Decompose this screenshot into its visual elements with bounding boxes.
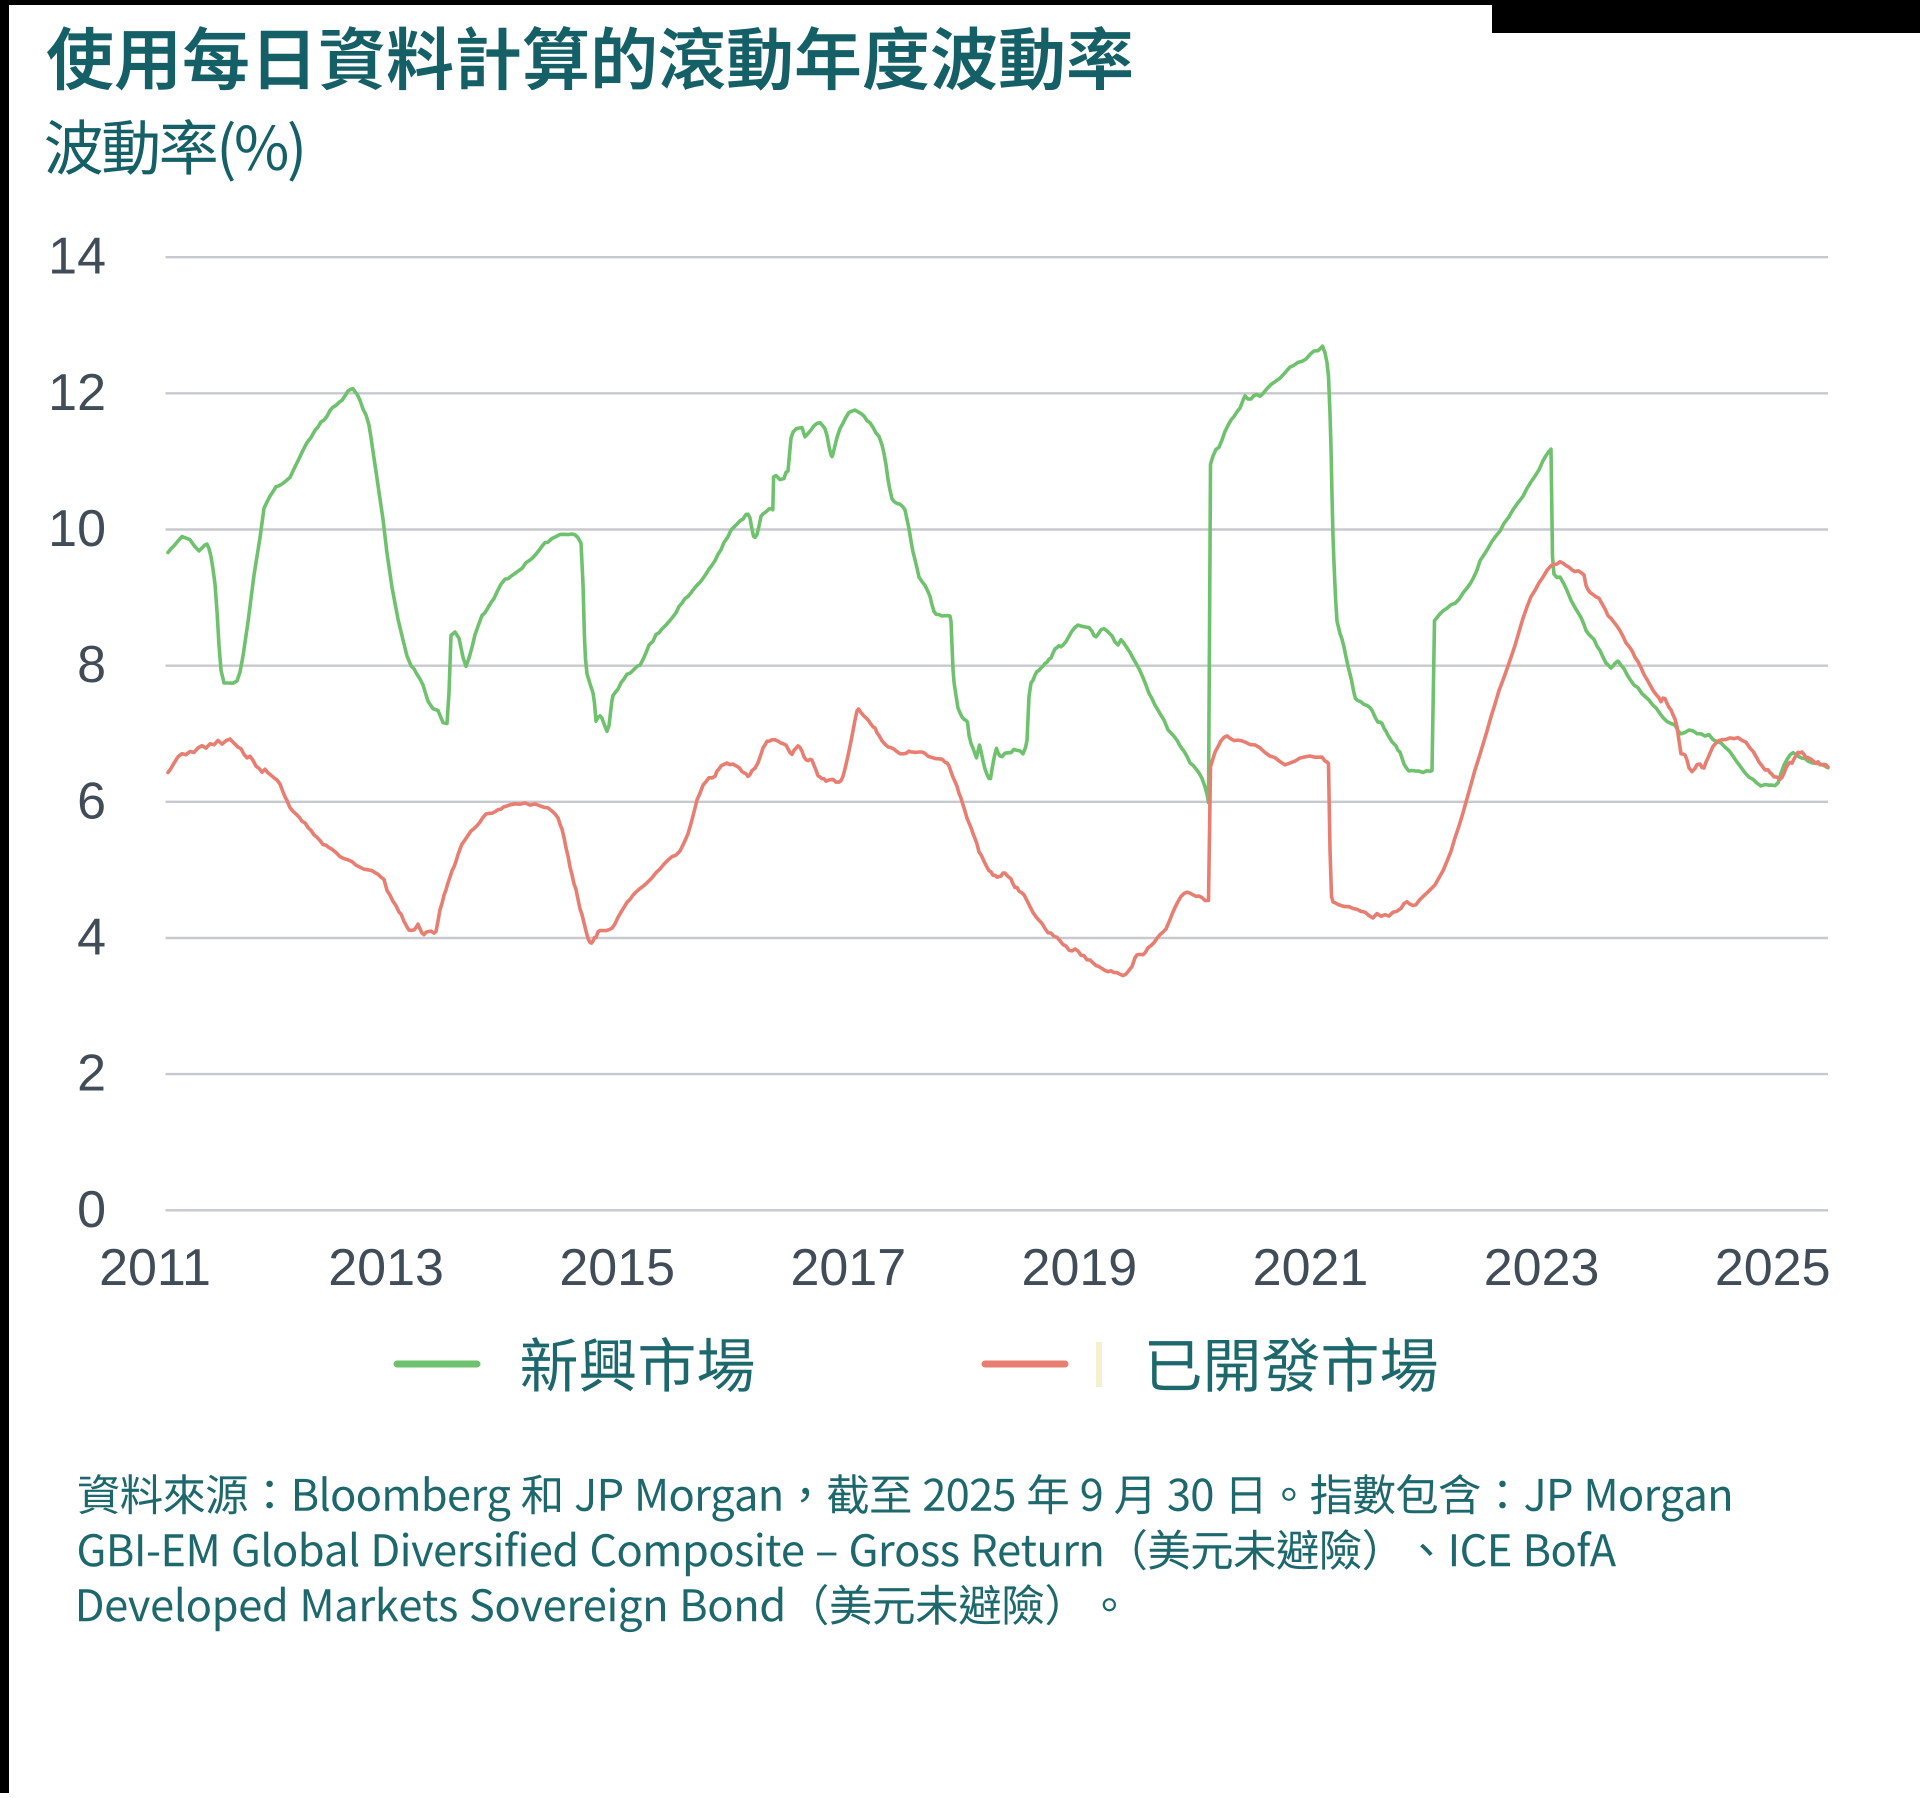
svg-text:0: 0 — [77, 1181, 106, 1239]
svg-text:2025: 2025 — [1715, 1239, 1831, 1297]
svg-text:2: 2 — [77, 1045, 106, 1103]
svg-text:6: 6 — [77, 772, 106, 830]
svg-text:2023: 2023 — [1484, 1239, 1600, 1297]
svg-text:2011: 2011 — [99, 1239, 211, 1297]
svg-text:4: 4 — [77, 909, 106, 967]
svg-text:2021: 2021 — [1253, 1239, 1369, 1297]
svg-text:14: 14 — [48, 228, 106, 286]
svg-text:8: 8 — [77, 636, 106, 694]
svg-text:2017: 2017 — [790, 1239, 906, 1297]
svg-text:2013: 2013 — [328, 1239, 444, 1297]
svg-text:10: 10 — [48, 500, 106, 558]
svg-text:12: 12 — [48, 364, 106, 422]
svg-text:2015: 2015 — [559, 1239, 675, 1297]
svg-text:2019: 2019 — [1022, 1239, 1138, 1297]
